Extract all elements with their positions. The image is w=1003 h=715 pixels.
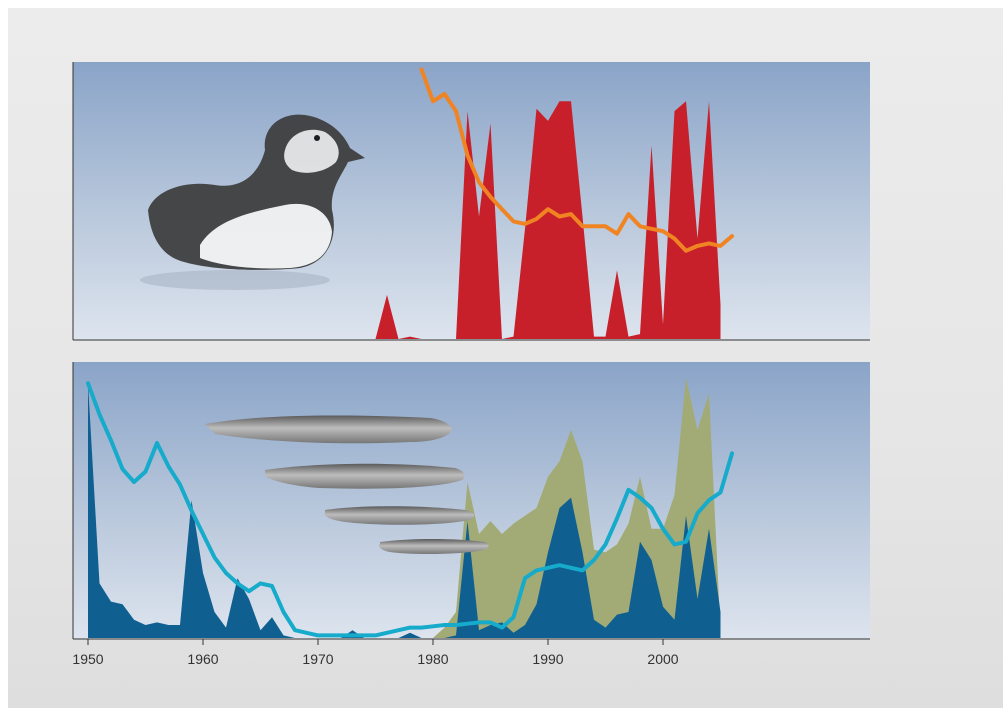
- bottom-series-group: [86, 378, 734, 638]
- bottom-area-series-1: [88, 383, 721, 638]
- top-line-series-1: [419, 67, 734, 253]
- top-panel: [72, 62, 870, 341]
- x-axis-ticks: 1950 1960 1970 1980 1990 2000: [72, 639, 679, 667]
- x-tick-label-1950: 1950: [72, 651, 103, 667]
- x-tick-label-1990: 1990: [532, 651, 563, 667]
- x-tick-label-1980: 1980: [417, 651, 448, 667]
- sandeel-illustration: [205, 415, 489, 555]
- top-series-group: [375, 67, 734, 339]
- x-tick-label-2000: 2000: [647, 651, 678, 667]
- x-tick-label-1960: 1960: [187, 651, 218, 667]
- x-tick-label-1970: 1970: [302, 651, 333, 667]
- puffin-illustration: [140, 114, 365, 290]
- bottom-panel: 1950 1960 1970 1980 1990 2000: [72, 362, 870, 667]
- bottom-line-series-2: [86, 381, 734, 638]
- top-area-series-0: [375, 101, 721, 339]
